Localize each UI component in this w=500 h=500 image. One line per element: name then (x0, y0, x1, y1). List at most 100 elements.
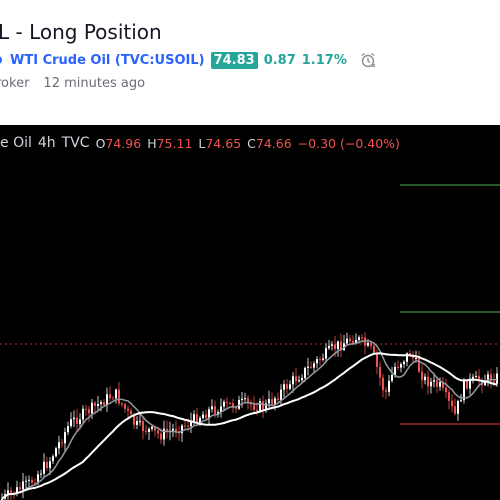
candle-body (424, 376, 426, 381)
candles (1, 332, 498, 500)
candle-body (451, 400, 453, 407)
candle-body (58, 442, 60, 449)
candle-body (142, 421, 144, 432)
candle-body (310, 366, 312, 368)
candle-body (289, 384, 291, 389)
candle-body (154, 426, 156, 431)
candle-body (43, 461, 45, 474)
candle-body (322, 358, 324, 360)
candle-body (16, 487, 18, 494)
candle-body (223, 401, 225, 407)
candle-body (115, 389, 117, 399)
candle-body (256, 409, 258, 412)
candle-body (46, 461, 48, 469)
candle-body (355, 340, 357, 344)
candle-body (166, 428, 168, 433)
candle-body (469, 378, 471, 389)
candle-body (325, 348, 327, 359)
slow-moving-average (1, 352, 498, 500)
chart-legend: e Oil 4h TVC O 74.96 H 75.11 L 74.65 C 74.66… (0, 135, 400, 151)
candle-body (430, 381, 432, 387)
legend-low: L 74.65 (198, 135, 242, 151)
candle-body (49, 461, 51, 469)
legend-interval: 4h (37, 135, 56, 151)
symbol-logo-icon (0, 56, 2, 64)
candle-body (28, 479, 30, 481)
candle-body (193, 414, 195, 421)
author-name[interactable]: roker (0, 76, 30, 91)
candle-body (406, 353, 408, 362)
candle-body (376, 353, 378, 367)
candle-body (493, 381, 495, 384)
candle-body (100, 402, 102, 405)
candle-body (487, 374, 489, 382)
candle-body (88, 409, 90, 414)
candle-body (133, 414, 135, 425)
candle-body (463, 380, 465, 401)
candle-body (148, 428, 150, 433)
candle-body (379, 366, 381, 378)
candle-body (187, 425, 189, 427)
candle-body (400, 364, 402, 368)
candle-body (109, 394, 111, 399)
candle-body (349, 338, 351, 342)
candle-body (460, 400, 462, 402)
candle-body (199, 418, 201, 424)
candle-body (70, 419, 72, 427)
candle-body (214, 406, 216, 414)
candle-body (436, 380, 438, 387)
candle-body (445, 387, 447, 393)
candle-body (304, 367, 306, 379)
candle-body (361, 337, 363, 339)
candle-body (73, 417, 75, 420)
candle-body (190, 420, 192, 427)
candle-body (415, 358, 417, 360)
candle-body (457, 401, 459, 414)
legend-high: H 75.11 (147, 135, 193, 151)
candle-body (139, 421, 141, 423)
candle-body (31, 479, 33, 483)
candle-body (79, 419, 81, 425)
candle-body (370, 342, 372, 346)
candle-body (130, 410, 132, 415)
candle-body (241, 398, 243, 400)
candle-body (313, 363, 315, 368)
candle-body (121, 403, 123, 405)
candle-body (205, 414, 207, 418)
candle-body (82, 408, 84, 420)
fast-moving-average (1, 340, 498, 500)
candle-body (268, 399, 270, 404)
candle-body (295, 376, 297, 382)
candle-body (454, 406, 456, 414)
candle-body (475, 375, 477, 377)
candle-body (247, 398, 249, 403)
candle-body (61, 442, 63, 444)
candle-body (124, 404, 126, 409)
candle-body (286, 384, 288, 389)
candle-body (382, 377, 384, 391)
candle-body (484, 381, 486, 386)
candle-body (244, 398, 246, 400)
candle-body (262, 401, 264, 410)
candle-body (397, 366, 399, 368)
candle-body (448, 392, 450, 401)
candle-body (346, 338, 348, 344)
candle-body (1, 498, 3, 500)
candle-body (97, 404, 99, 406)
price-change: 0.87 (263, 52, 296, 68)
candle-body (106, 394, 108, 406)
candle-body (175, 428, 177, 433)
candle-body (439, 382, 441, 387)
candle-body (229, 403, 231, 405)
candle-body (238, 399, 240, 409)
price-chart[interactable]: e Oil 4h TVC O 74.96 H 75.11 L 74.65 C 74.66… (0, 125, 500, 500)
candle-body (265, 403, 267, 410)
legend-source: TVC (61, 135, 90, 151)
candle-body (136, 421, 138, 425)
candle-body (160, 433, 162, 440)
candle-body (235, 407, 237, 409)
symbol-link[interactable]: WTI Crude Oil (TVC:USOIL) (10, 52, 205, 68)
chart-canvas[interactable] (0, 125, 500, 500)
candle-body (172, 428, 174, 431)
alarm-clock-icon[interactable] (359, 51, 377, 69)
